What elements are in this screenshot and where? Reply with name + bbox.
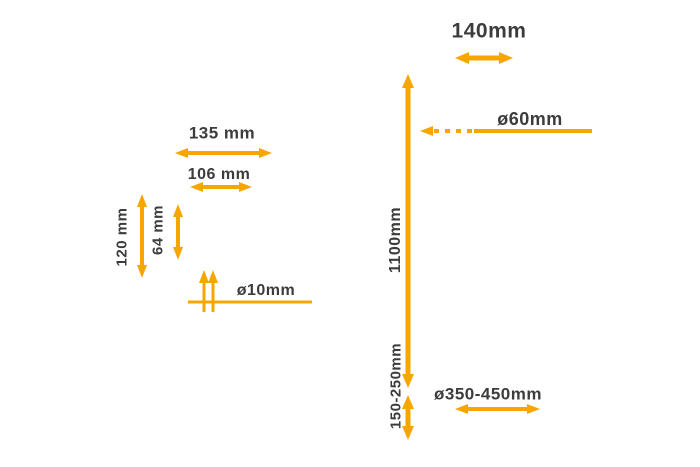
- leader-head-diameter: [420, 126, 592, 136]
- label-total-height: 1100mm: [387, 206, 404, 274]
- arrow-total-height: [402, 74, 414, 388]
- arrow-top-width: [455, 52, 513, 64]
- label-width-inner: 106 mm: [187, 166, 251, 183]
- label-width-outer: 135 mm: [188, 123, 256, 143]
- arrow-ground-depth: [402, 395, 414, 440]
- label-ground-depth: 150-250mm: [387, 342, 405, 430]
- label-height-inner: 64 mm: [149, 204, 167, 256]
- arrow-base-diameter: [455, 404, 540, 414]
- arrow-height-outer: [137, 194, 147, 278]
- label-height-outer: 120 mm: [113, 207, 131, 267]
- arrow-width-outer: [175, 148, 272, 158]
- label-head-diameter: ø60mm: [497, 109, 563, 129]
- label-top-width: 140mm: [451, 19, 527, 43]
- arrow-width-inner: [190, 182, 252, 192]
- pole-arrow-right: [208, 270, 218, 312]
- arrow-height-inner: [173, 204, 183, 260]
- label-base-diameter: ø350-450mm: [433, 384, 543, 404]
- pole-arrow-left: [199, 270, 209, 312]
- label-pole-diameter: ø10mm: [236, 282, 296, 299]
